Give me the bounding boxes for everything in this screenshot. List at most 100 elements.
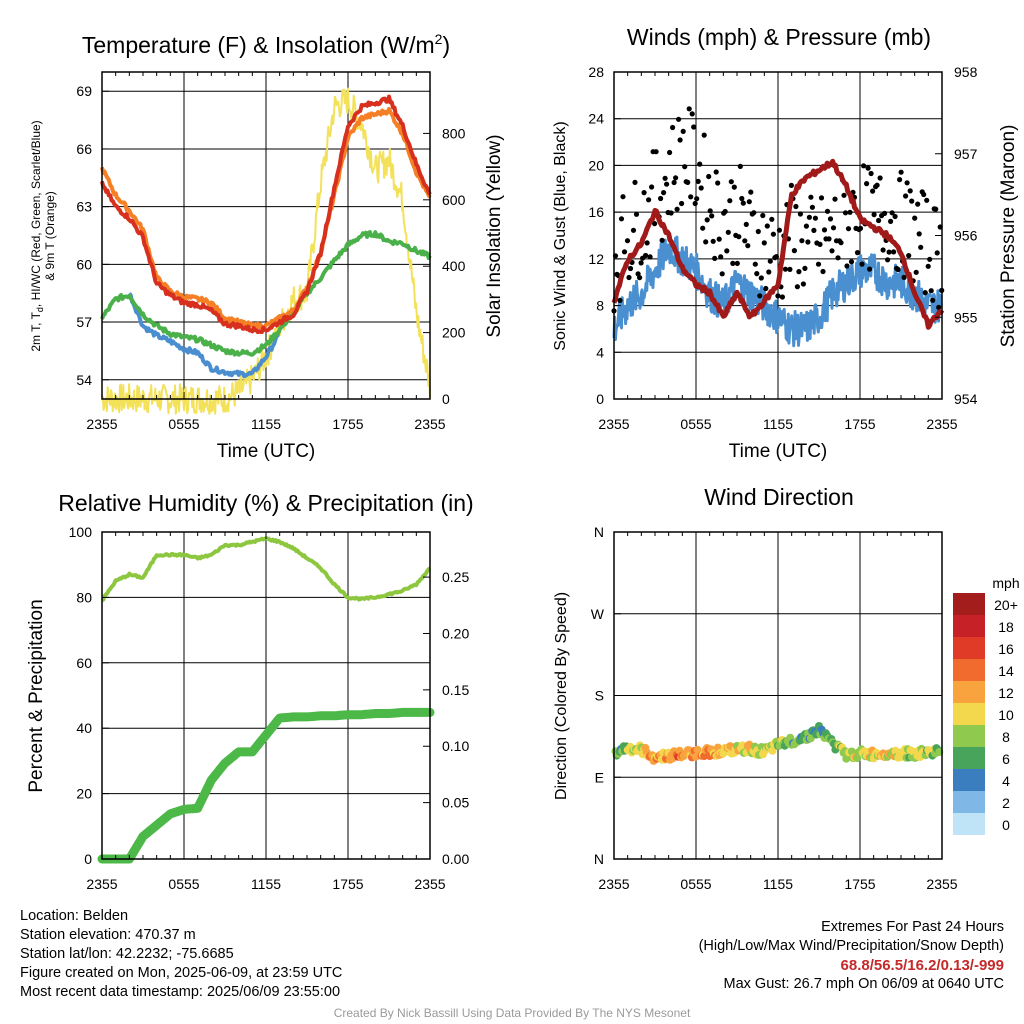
- legend-label: 18: [998, 619, 1014, 635]
- legend-swatch: [953, 725, 985, 747]
- gust-point: [775, 293, 781, 299]
- temperature-series: [100, 87, 432, 415]
- x-tick-label: 0555: [168, 416, 199, 432]
- winds-title: Winds (mph) & Pressure (mb): [627, 24, 931, 50]
- extremes-subtitle: (High/Low/Max Wind/Precipitation/Snow De…: [698, 938, 1004, 954]
- gust-point: [739, 195, 745, 202]
- y2-tick-label: 0.00: [442, 851, 469, 867]
- y-tick-label: 66: [76, 141, 92, 157]
- gust-point: [924, 197, 930, 203]
- y-tick-label: 28: [588, 64, 604, 80]
- gust-point: [674, 206, 680, 212]
- gust-point: [646, 197, 652, 203]
- y2-tick-label: 0: [442, 391, 450, 407]
- gust-point: [689, 111, 695, 117]
- direction-series: [611, 722, 944, 765]
- gust-point: [692, 200, 698, 207]
- y-tick-label: 20: [588, 157, 604, 173]
- gust-point: [682, 164, 688, 170]
- recent-text: Most recent data timestamp: 2025/06/09 2…: [20, 984, 341, 1000]
- gust-point: [752, 261, 758, 267]
- winds-grid: [614, 71, 942, 400]
- gust-point: [794, 284, 801, 290]
- gust-point: [891, 249, 897, 255]
- winds-series: [611, 106, 945, 348]
- max-gust-text: Max Gust: 26.7 mph On 06/09 at 0640 UTC: [723, 976, 1004, 992]
- gust-point: [630, 227, 637, 233]
- station-info: Location: Belden Station elevation: 470.…: [20, 907, 342, 1002]
- gust-point: [859, 261, 865, 267]
- location-text: Location: Belden: [20, 908, 129, 924]
- gust-point: [925, 263, 931, 269]
- x-tick-label: 1755: [844, 416, 875, 432]
- gust-point: [751, 210, 757, 216]
- y-tick-label: 20: [76, 786, 92, 802]
- x-tick-label: 1755: [844, 876, 875, 892]
- y2-tick-label: 800: [442, 125, 466, 141]
- gust-point: [928, 288, 934, 294]
- x-tick-label: 1155: [251, 416, 281, 432]
- gust-point: [827, 216, 834, 222]
- gust-point: [861, 163, 867, 169]
- gust-point: [779, 294, 786, 300]
- gust-point: [624, 238, 631, 244]
- y-tick-label: 4: [596, 344, 604, 360]
- x-tick-label: 1755: [332, 416, 363, 432]
- gust-point: [653, 149, 659, 155]
- gust-point: [731, 184, 737, 190]
- credit-text: Created By Nick Bassill Using Data Provi…: [333, 1006, 691, 1020]
- gust-point: [796, 269, 802, 275]
- gust-point: [632, 179, 638, 185]
- gust-point: [842, 210, 849, 216]
- legend-swatch: [953, 681, 985, 703]
- gust-point: [644, 240, 650, 246]
- temperature-ylabel: 2m T, Td, HI/WC (Red, Green, Scarlet/Blu…: [29, 120, 45, 351]
- gust-point: [763, 285, 769, 292]
- gust-point: [788, 182, 795, 188]
- y-tick-label: 0: [84, 851, 92, 867]
- gust-point: [725, 229, 731, 235]
- gust-point: [745, 243, 751, 249]
- gust-point: [799, 238, 805, 244]
- legend-swatch: [953, 769, 985, 791]
- gust-point: [713, 169, 719, 175]
- gust-point: [921, 191, 927, 198]
- x-tick-label: 1155: [763, 416, 793, 432]
- x-tick-label: 1755: [332, 876, 363, 892]
- gust-point: [800, 281, 807, 287]
- gust-point: [728, 179, 734, 185]
- x-tick-label: 0555: [168, 876, 199, 892]
- y2-tick-label: 0.15: [442, 682, 469, 698]
- legend-label: 8: [1002, 729, 1010, 745]
- extremes-title: Extremes For Past 24 Hours: [821, 919, 1004, 935]
- gust-point: [649, 184, 655, 190]
- direction-title: Wind Direction: [704, 484, 854, 510]
- gust-point: [730, 260, 736, 266]
- temperature-ylabel-line2: & 9m T (Orange): [43, 191, 57, 281]
- gust-point: [688, 194, 694, 200]
- direction-panel: Wind Direction 2355 0555 1155 1755 2355 N E S W N…: [553, 484, 1020, 892]
- gust-point: [652, 221, 658, 227]
- y-tick-label: 12: [588, 251, 604, 267]
- gust-point: [812, 215, 819, 221]
- humidity-ylabel: Percent & Precipitation: [26, 599, 47, 792]
- gust-point: [844, 263, 850, 269]
- gust-point: [715, 180, 721, 186]
- gust-point: [809, 204, 816, 210]
- y-tick-label: 54: [76, 372, 92, 388]
- gust-point: [754, 271, 760, 277]
- gust-point: [806, 214, 813, 220]
- gust-point: [706, 173, 712, 180]
- gust-point: [691, 124, 697, 130]
- gust-point: [933, 206, 939, 212]
- y-tick-label: N: [594, 524, 604, 540]
- extremes-values: 68.8/56.5/16.2/0.13/-999: [840, 957, 1004, 974]
- gust-point: [832, 196, 838, 202]
- gust-point: [677, 137, 683, 143]
- gust-point: [885, 257, 891, 263]
- legend-swatch: [953, 813, 985, 835]
- gust-point: [709, 213, 715, 219]
- latlon-text: Station lat/lon: 42.2232; -75.6685: [20, 946, 234, 962]
- gust-point: [903, 193, 909, 199]
- gust-point: [641, 190, 647, 196]
